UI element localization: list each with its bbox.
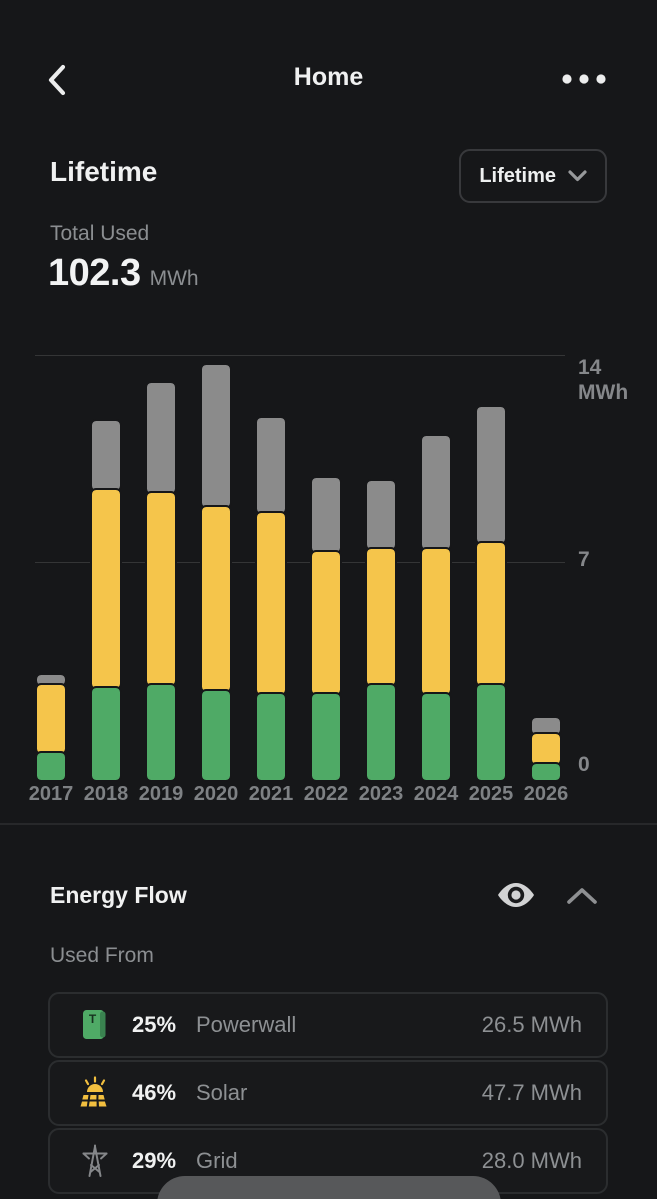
source-value: 47.7 MWh [481,1080,582,1105]
chevron-left-icon [48,64,66,96]
grid-segment [255,416,287,516]
period-heading: Lifetime [50,156,158,187]
x-axis-label: 2021 [248,783,294,805]
section-divider [0,823,657,825]
powerwall-segment [145,683,177,782]
grid-segment [145,380,177,495]
grid-segment [365,478,397,551]
x-axis-label: 2017 [28,783,74,805]
top-nav: Home [0,55,657,103]
grid-segment [35,672,67,688]
solar-segment [365,546,397,688]
total-used-value: 102.3 [48,252,141,294]
visibility-toggle-button[interactable] [495,880,537,910]
grid-segment [530,715,562,737]
x-axis-label: 2023 [358,783,404,805]
back-button[interactable] [44,63,74,97]
powerwall-segment [310,692,342,782]
grid-segment [310,475,342,554]
grid-segment [200,363,232,510]
bar-2026[interactable] [530,715,562,783]
page-title: Home [293,63,364,91]
powerwall-segment [365,683,397,782]
powerwall-segment [475,683,507,782]
bar-2020[interactable] [200,363,232,782]
grid-segment [475,404,507,545]
solar-segment [255,511,287,697]
bar-2019[interactable] [145,380,177,782]
solar-segment [475,540,507,688]
y-axis-tick-min: 0 [578,753,590,776]
grid-segment [420,434,452,551]
energy-flow-title: Energy Flow [50,882,187,908]
source-label: Grid [196,1148,238,1173]
bar-2022[interactable] [310,475,342,782]
used-from-label: Used From [50,944,154,967]
more-menu-button[interactable] [561,67,607,91]
powerwall-segment [255,692,287,782]
source-value: 28.0 MWh [481,1148,582,1173]
ellipsis-icon [562,74,606,84]
gridline-14 [35,355,565,356]
chevron-down-icon [568,170,587,182]
list-item-powerwall[interactable]: T 25% Powerwall 26.5 MWh [48,992,608,1058]
energy-bar-chart: 14 MWh 7 0 2017 2018 2019 2020 2021 2022 2023 2… [0,340,657,820]
chevron-up-icon [567,888,597,904]
list-item-solar[interactable]: 46% Solar 47.7 MWh [48,1060,608,1126]
eye-icon [498,883,534,907]
y-axis-max-label: 14 [578,356,602,379]
bar-2023[interactable] [365,478,397,782]
y-axis-tick-mid: 7 [578,548,590,571]
grid-icon [78,1143,112,1179]
total-used-label: Total Used [50,222,150,245]
powerwall-segment [420,692,452,782]
x-axis-label: 2025 [468,783,514,805]
solar-icon [78,1075,112,1111]
source-percent: 25% [132,1012,177,1037]
solar-segment [90,487,122,691]
solar-segment [420,546,452,697]
bar-2021[interactable] [255,416,287,782]
source-value: 26.5 MWh [481,1012,582,1037]
solar-segment [35,683,67,756]
bar-2018[interactable] [90,419,122,782]
powerwall-segment [200,689,232,782]
x-axis-label: 2018 [83,783,129,805]
total-used-unit: MWh [149,267,199,290]
svg-text:T: T [89,1012,97,1026]
powerwall-icon: T [78,1007,112,1043]
powerwall-segment [90,686,122,782]
solar-segment [145,490,177,688]
solar-segment [310,549,342,697]
x-axis-label: 2026 [523,783,569,805]
bottom-sheet-handle[interactable] [157,1176,501,1199]
powerwall-segment [35,751,67,782]
period-dropdown-label: Lifetime [479,164,556,187]
x-axis-label: 2020 [193,783,239,805]
period-dropdown[interactable]: Lifetime [459,149,607,203]
y-axis-unit-label: MWh [578,381,629,404]
energy-source-list: T 25% Powerwall 26.5 MWh [48,992,608,1196]
bar-2017[interactable] [35,672,67,782]
x-axis-label: 2024 [413,783,459,805]
source-label: Solar [196,1080,248,1105]
x-axis-label: 2019 [138,783,184,805]
solar-segment [530,732,562,766]
bar-2024[interactable] [420,434,452,782]
x-axis-label: 2022 [303,783,349,805]
total-used-value-row: 102.3 MWh [48,252,199,295]
collapse-section-button[interactable] [565,885,599,907]
bar-2025[interactable] [475,404,507,782]
solar-segment [200,505,232,694]
powerwall-segment [530,761,562,783]
source-percent: 46% [132,1080,177,1105]
gridline-7 [35,562,565,563]
y-axis-tick-max: 14 MWh [578,355,628,405]
grid-segment [90,419,122,492]
source-label: Powerwall [196,1012,297,1037]
source-percent: 29% [132,1148,177,1173]
